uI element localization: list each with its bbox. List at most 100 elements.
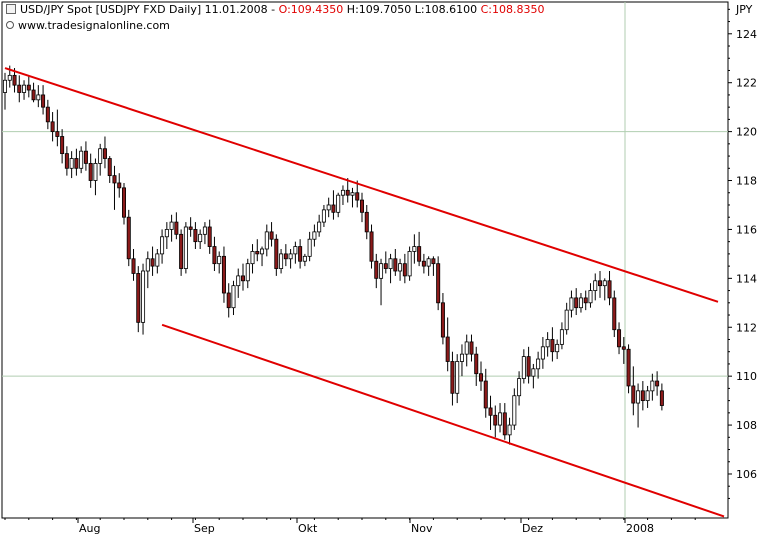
candle-body-down — [369, 231, 374, 262]
candle — [636, 383, 641, 428]
candle — [417, 231, 422, 267]
candle-body-down — [107, 158, 112, 177]
candle — [450, 351, 455, 406]
candle — [198, 229, 203, 249]
high-value: H:109.7050 — [346, 3, 412, 16]
candle — [112, 165, 117, 210]
candle-body-up — [559, 329, 564, 345]
candle — [321, 204, 326, 227]
candle — [379, 258, 384, 306]
candle-body-down — [212, 246, 217, 265]
candle — [74, 148, 79, 176]
chart-frame — [1, 1, 729, 519]
candle — [512, 388, 517, 430]
candle-body-down — [255, 251, 260, 255]
candle-body-up — [569, 297, 574, 311]
candle — [117, 173, 122, 198]
candle-body-up — [545, 339, 550, 348]
candle — [93, 158, 98, 196]
candle — [421, 253, 426, 274]
candle-body-up — [317, 221, 322, 233]
candle — [517, 371, 522, 406]
candle — [102, 136, 107, 169]
candle-body-down — [417, 246, 422, 262]
candle-body-down — [150, 258, 155, 267]
candle-body-down — [488, 407, 493, 416]
candle — [536, 351, 541, 379]
candle-body-down — [136, 273, 141, 323]
candle — [407, 246, 412, 281]
candle-body-down — [117, 182, 122, 189]
candle-body-up — [531, 368, 536, 377]
candle — [326, 197, 331, 218]
candle — [345, 178, 350, 203]
candle-body-down — [640, 390, 645, 402]
candle — [98, 143, 103, 176]
chart-window-icon — [6, 4, 16, 14]
candle — [350, 187, 355, 208]
candle — [388, 253, 393, 284]
candle-body-up — [169, 221, 174, 230]
candle-body-up — [260, 248, 265, 255]
candle-body-down — [364, 211, 369, 233]
candle — [164, 222, 169, 249]
candle-body-up — [540, 346, 545, 360]
candle — [574, 288, 579, 316]
trend-channel — [4, 67, 725, 518]
candle-body-down — [431, 258, 436, 265]
candle-body-down — [122, 187, 127, 218]
candle-body-up — [245, 263, 250, 282]
candle — [217, 251, 222, 274]
candle-body-down — [655, 380, 660, 387]
candle-body-down — [102, 148, 107, 159]
candle — [521, 349, 526, 384]
x-tick-label: Nov — [411, 522, 433, 535]
candle-body-up — [464, 341, 469, 355]
candle — [141, 263, 146, 335]
candle-body-down — [583, 297, 588, 304]
y-tick-label: 118 — [736, 175, 757, 188]
candle — [659, 383, 664, 411]
candle — [488, 395, 493, 430]
candle-body-down — [60, 136, 65, 155]
candle — [598, 271, 603, 298]
candle-body-down — [526, 356, 531, 377]
candle — [64, 146, 69, 176]
candle-body-up — [602, 280, 607, 287]
candle — [50, 112, 55, 142]
candle — [531, 363, 536, 389]
x-tick-label: Sep — [194, 522, 215, 535]
candle-body-up — [459, 353, 464, 362]
candle-body-down — [436, 263, 441, 304]
candle-body-down — [469, 341, 474, 355]
candle-body-down — [31, 89, 36, 101]
candle-body-down — [179, 233, 184, 269]
candle — [207, 219, 212, 254]
candle-body-up — [198, 233, 203, 243]
candle — [369, 224, 374, 269]
candle — [293, 241, 298, 264]
candle-body-up — [36, 94, 41, 101]
candle-body-down — [83, 150, 88, 164]
candle — [307, 231, 312, 262]
candle — [578, 293, 583, 313]
candle-body-up — [555, 343, 560, 353]
candle-body-up — [336, 194, 341, 213]
candle — [221, 246, 226, 303]
candle-body-up — [650, 380, 655, 392]
y-axis: 106 108 110 112 114 116 118 120 122 124 — [728, 8, 757, 499]
candle — [374, 253, 379, 289]
candle-body-down — [41, 94, 46, 108]
candle-body-up — [69, 158, 74, 169]
candle-body-up — [326, 204, 331, 211]
candle-body-down — [445, 336, 450, 362]
candle-body-down — [612, 297, 617, 331]
candle — [145, 251, 150, 289]
candle — [617, 322, 622, 355]
candle-body-up — [307, 238, 312, 257]
candle-body-down — [440, 302, 445, 338]
candle-body-up — [588, 290, 593, 304]
candle-body-down — [274, 238, 279, 269]
candle-body-down — [26, 84, 31, 91]
